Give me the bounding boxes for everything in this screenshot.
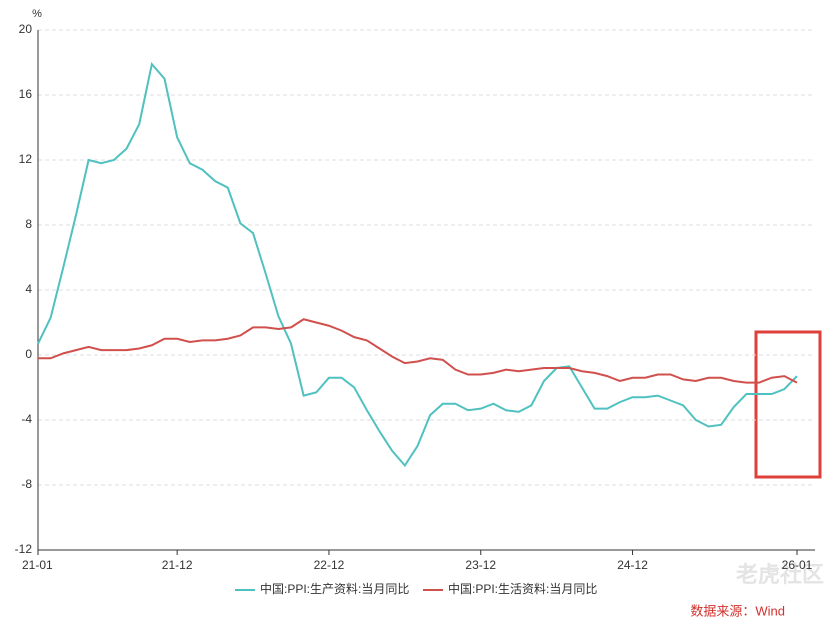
series-line [37,61,798,468]
x-tick-label: 22-12 [314,558,345,572]
legend-label: 中国:PPI:生产资料:当月同比 [260,581,409,596]
x-tick-label: 21-12 [162,558,193,572]
y-tick-label: -4 [21,412,32,426]
highlight-box [754,330,822,479]
x-tick-label: 26-01 [782,558,813,572]
watermark: 老虎社区 [735,562,824,587]
x-tick-label: 21-01 [22,558,53,572]
y-tick-label: 20 [19,22,33,36]
y-tick-label: 12 [19,152,33,166]
series-line [38,318,798,384]
legend-label: 中国:PPI:生活资料:当月同比 [448,581,597,596]
y-tick-label: 16 [19,87,33,101]
y-tick-label: 8 [25,217,32,231]
source: 数据来源：Wind [690,603,785,618]
y-unit: % [32,8,42,20]
y-tick-label: -12 [15,542,33,556]
x-tick-label: 23-12 [465,558,496,572]
y-tick-label: 4 [25,282,32,296]
x-tick-label: 24-12 [617,558,648,572]
y-tick-label: -8 [21,477,32,491]
y-tick-label: 0 [25,347,32,361]
